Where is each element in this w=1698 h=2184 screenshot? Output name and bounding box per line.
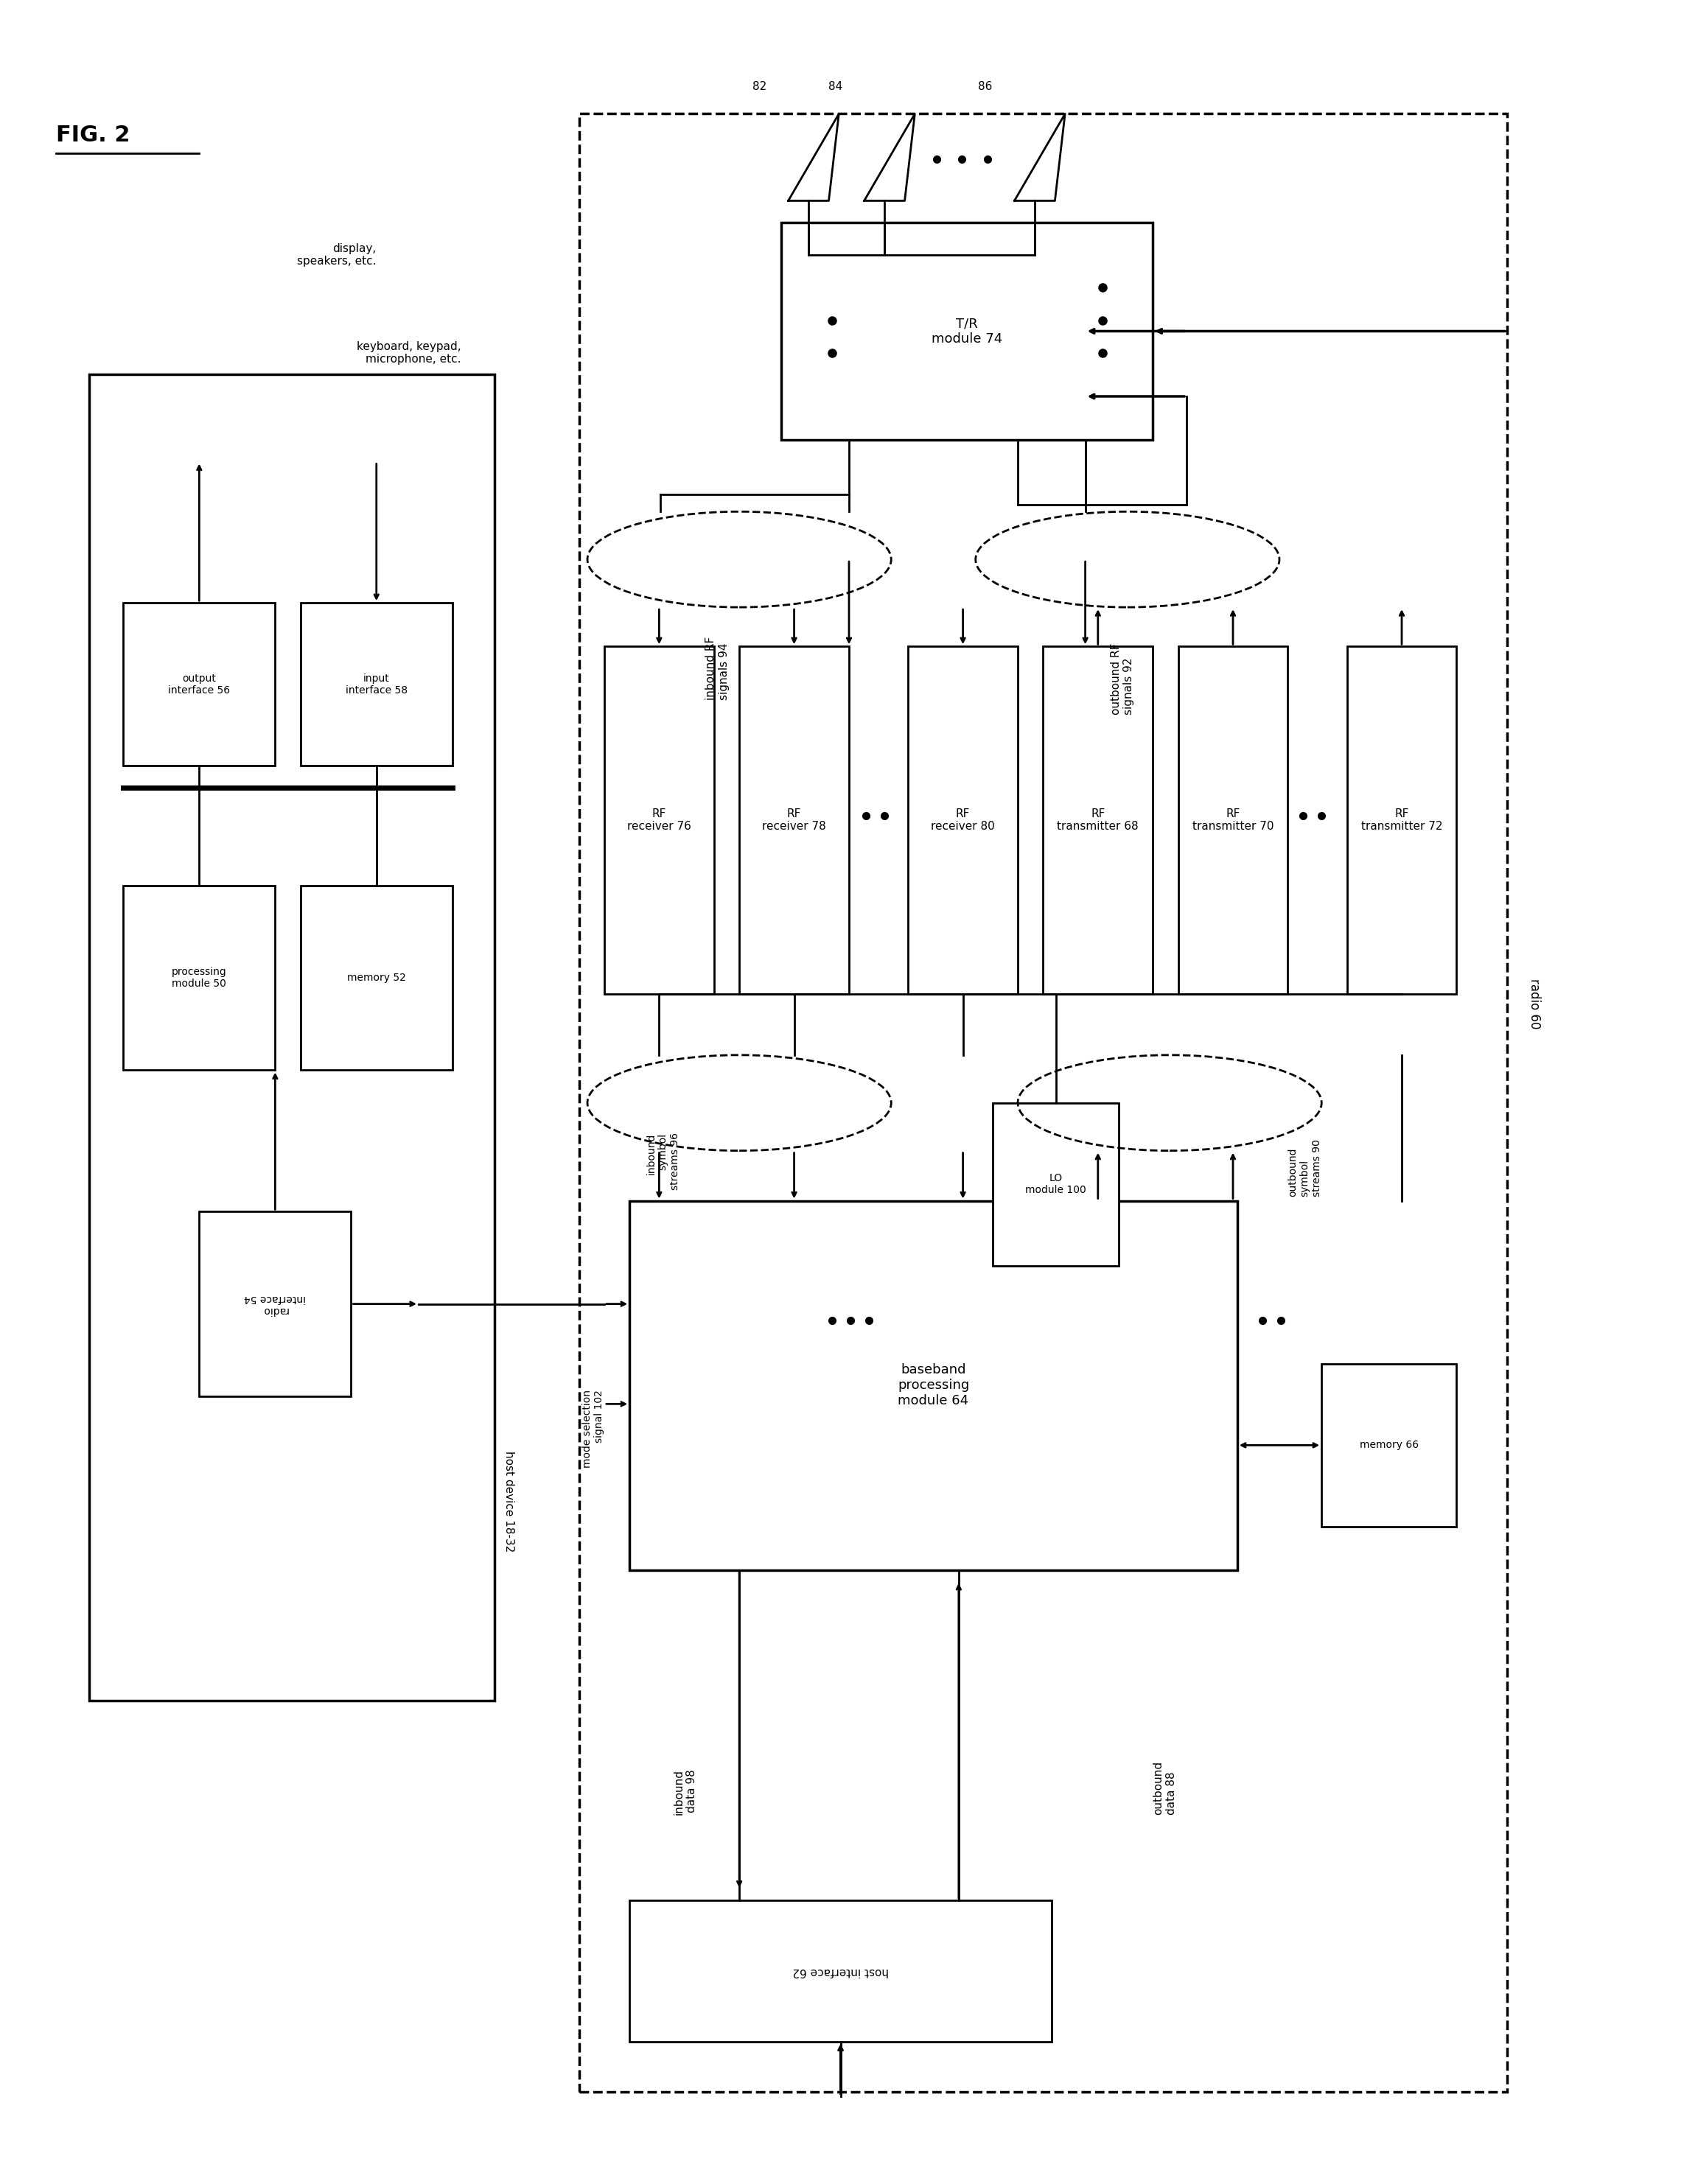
FancyBboxPatch shape	[1178, 646, 1287, 994]
Text: memory 52: memory 52	[346, 972, 406, 983]
Text: mode selection
signal 102: mode selection signal 102	[582, 1389, 604, 1468]
Text: keyboard, keypad,
microphone, etc.: keyboard, keypad, microphone, etc.	[357, 341, 460, 365]
FancyBboxPatch shape	[1043, 646, 1153, 994]
Text: radio 60: radio 60	[1528, 978, 1540, 1029]
Text: 84: 84	[829, 81, 842, 92]
Text: display,
speakers, etc.: display, speakers, etc.	[297, 242, 377, 266]
Text: RF
receiver 80: RF receiver 80	[931, 808, 995, 832]
Polygon shape	[1014, 114, 1065, 201]
FancyBboxPatch shape	[199, 1212, 351, 1396]
Text: outbound
symbol
streams 90: outbound symbol streams 90	[1287, 1140, 1323, 1197]
Text: RF
transmitter 68: RF transmitter 68	[1058, 808, 1139, 832]
Text: RF
transmitter 70: RF transmitter 70	[1192, 808, 1274, 832]
Text: inbound RF
signals 94: inbound RF signals 94	[706, 636, 730, 699]
FancyBboxPatch shape	[301, 885, 452, 1070]
Text: outbound RF
signals 92: outbound RF signals 92	[1110, 642, 1134, 714]
Polygon shape	[788, 114, 839, 201]
Text: RF
transmitter 72: RF transmitter 72	[1362, 808, 1443, 832]
Text: 86: 86	[978, 81, 992, 92]
Text: radio
interface 54: radio interface 54	[245, 1293, 306, 1315]
Text: RF
receiver 76: RF receiver 76	[627, 808, 691, 832]
FancyBboxPatch shape	[739, 646, 849, 994]
FancyBboxPatch shape	[908, 646, 1017, 994]
Text: T/R
module 74: T/R module 74	[932, 317, 1002, 345]
FancyBboxPatch shape	[992, 1103, 1119, 1267]
Text: FIG. 2: FIG. 2	[56, 124, 129, 146]
FancyBboxPatch shape	[781, 223, 1153, 439]
FancyBboxPatch shape	[1321, 1363, 1457, 1527]
Text: baseband
processing
module 64: baseband processing module 64	[898, 1363, 970, 1406]
Text: host device 18-32: host device 18-32	[503, 1450, 514, 1553]
FancyBboxPatch shape	[90, 376, 494, 1701]
Text: input
interface 58: input interface 58	[345, 673, 408, 695]
Text: RF
receiver 78: RF receiver 78	[762, 808, 827, 832]
Polygon shape	[864, 114, 915, 201]
FancyBboxPatch shape	[124, 603, 275, 767]
FancyBboxPatch shape	[604, 646, 713, 994]
FancyBboxPatch shape	[1347, 646, 1457, 994]
FancyBboxPatch shape	[630, 1900, 1051, 2042]
Text: processing
module 50: processing module 50	[171, 968, 228, 989]
Text: output
interface 56: output interface 56	[168, 673, 231, 695]
Text: host interface 62: host interface 62	[793, 1966, 888, 1977]
FancyBboxPatch shape	[124, 885, 275, 1070]
FancyBboxPatch shape	[630, 1201, 1238, 1570]
Text: outbound
data 88: outbound data 88	[1153, 1760, 1177, 1815]
Text: memory 66: memory 66	[1360, 1439, 1418, 1450]
Text: 82: 82	[752, 81, 766, 92]
FancyBboxPatch shape	[579, 114, 1508, 2092]
Text: inbound
symbol
streams 96: inbound symbol streams 96	[645, 1133, 681, 1190]
FancyBboxPatch shape	[301, 603, 452, 767]
Text: LO
module 100: LO module 100	[1026, 1173, 1087, 1195]
Text: inbound
data 98: inbound data 98	[672, 1769, 698, 1815]
